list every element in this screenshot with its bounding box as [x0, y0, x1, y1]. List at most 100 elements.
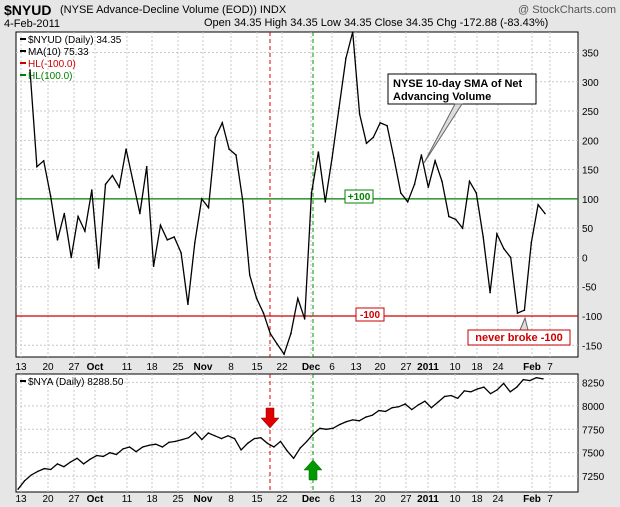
ma10-point — [345, 57, 347, 60]
ma10-point — [42, 160, 45, 162]
ma10-point — [242, 201, 244, 203]
lower-xtick-label: 7 — [547, 494, 553, 505]
nya-point — [450, 394, 452, 397]
ma10-point — [29, 69, 31, 71]
ma10-point — [145, 165, 148, 168]
ma10-point — [468, 180, 471, 183]
ma10-point — [509, 256, 512, 259]
upper-xtick-label: Nov — [194, 362, 213, 373]
upper-ytick-label: 0 — [582, 253, 588, 264]
upper-xtick-label: 6 — [329, 362, 335, 373]
lower-xtick-label: 25 — [172, 494, 184, 505]
lower-xtick-label: 13 — [350, 494, 362, 505]
upper-xtick-label: 2011 — [417, 362, 439, 373]
nya-point — [325, 428, 328, 430]
lower-ytick-label: 7250 — [582, 472, 605, 483]
plus100-label-box — [344, 189, 374, 204]
nya-point — [148, 444, 150, 446]
ma10-point — [49, 195, 52, 197]
ma10-point — [482, 236, 485, 238]
lower-xtick-label: 27 — [400, 494, 412, 505]
symbol-title: $NYUD — [4, 2, 52, 18]
nya-point — [443, 395, 446, 398]
nya-point — [201, 438, 203, 441]
nya-point — [240, 449, 242, 451]
legend-swatch — [20, 380, 26, 382]
nya-point — [76, 457, 78, 459]
nya-point — [542, 378, 544, 380]
nya-point — [404, 403, 406, 405]
ma10-point — [132, 180, 134, 183]
nya-point — [437, 401, 439, 403]
ma10-point — [441, 180, 443, 183]
nya-point — [522, 378, 525, 381]
ma10-point — [516, 312, 519, 314]
upper-legend-entry: MA(10) 75.33 — [28, 47, 89, 58]
ma10-point — [139, 212, 141, 215]
nya-point — [56, 463, 59, 465]
ma10-point — [427, 186, 430, 188]
ma10-point — [97, 267, 100, 269]
nya-point — [365, 416, 367, 418]
ma10-point — [379, 121, 382, 124]
nya-point — [43, 467, 45, 470]
nya-point — [483, 386, 485, 388]
ma10-point — [372, 136, 375, 139]
lower-xtick-label: 10 — [449, 494, 461, 505]
ma10-point — [235, 154, 237, 156]
ma10-point — [56, 239, 59, 241]
ma10-point — [365, 142, 368, 145]
lower-xtick-label: 18 — [146, 494, 158, 505]
upper-legend-entry: HL(100.0) — [28, 71, 72, 82]
nya-point — [253, 437, 255, 440]
ma10-point — [221, 121, 224, 124]
ma10-point — [283, 353, 285, 355]
ohlc-readout: Open 34.35 High 34.35 Low 34.35 Close 34… — [204, 17, 549, 29]
ma10-point — [228, 148, 230, 150]
ma10-point — [91, 189, 93, 191]
upper-xtick-label: 15 — [251, 362, 263, 373]
upper-ytick-label: 150 — [582, 166, 599, 177]
nya-point — [286, 450, 288, 452]
green-up-arrow-icon — [303, 459, 323, 481]
ma10-point — [207, 206, 210, 209]
upper-xtick-label: 18 — [146, 362, 158, 373]
upper-xtick-label: Feb — [523, 362, 541, 373]
ma10-point — [255, 297, 258, 300]
lower-ytick-label: 7500 — [582, 449, 605, 460]
stockcharts-watermark[interactable]: @ StockCharts.com — [518, 4, 616, 16]
lower-xtick-label: 2011 — [417, 494, 439, 505]
upper-ytick-label: -150 — [582, 341, 602, 352]
lower-ytick-label: 7750 — [582, 425, 605, 436]
nya-point — [194, 431, 196, 433]
lower-xtick-label: 15 — [251, 494, 263, 505]
nya-point — [417, 404, 420, 406]
lower-plot-area — [15, 373, 579, 493]
ma10-point — [413, 183, 416, 186]
nya-point — [279, 440, 282, 443]
nya-point — [246, 442, 249, 445]
nya-point — [312, 433, 315, 435]
ma10-point — [537, 203, 539, 206]
nya-point — [30, 474, 32, 476]
upper-legend-entry: HL(-100.0) — [28, 59, 76, 70]
ma10-series-line — [29, 31, 546, 356]
ma10-point — [104, 183, 107, 186]
upper-xtick-label: 20 — [42, 362, 54, 373]
plus100-label: +100 — [348, 192, 371, 203]
ma10-point — [324, 201, 327, 203]
upper-legend-entry: $NYUD (Daily) 34.35 — [28, 35, 122, 46]
lower-xtick-label: 20 — [42, 494, 54, 505]
ma10-point — [475, 192, 478, 194]
nya-point — [50, 468, 52, 471]
nya-point — [181, 438, 183, 441]
ma10-point — [159, 224, 162, 227]
lower-xtick-label: 6 — [329, 494, 335, 505]
upper-xtick-label: 25 — [172, 362, 184, 373]
nya-point — [292, 457, 295, 459]
lower-xtick-label: 8 — [228, 494, 234, 505]
ma10-point — [84, 230, 86, 232]
nya-point — [96, 454, 98, 457]
nya-point — [391, 407, 393, 409]
never-broke-box — [467, 329, 571, 346]
